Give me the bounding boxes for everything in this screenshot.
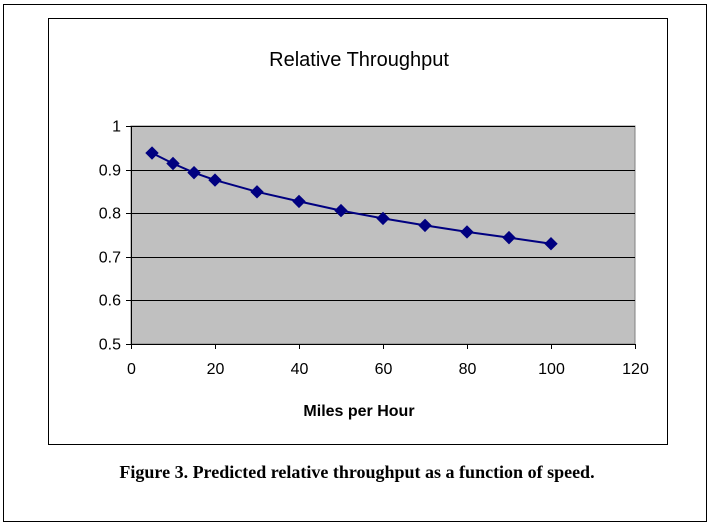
data-point-marker [145,146,159,160]
x-tick-label: 100 [538,361,565,378]
y-tick-label: 0.9 [99,163,121,180]
plot-area [130,125,636,345]
figure-caption: Figure 3. Predicted relative throughput … [119,462,595,482]
y-tick-label: 0.6 [99,293,121,310]
data-point-marker [187,165,201,180]
y-tick-label: 0.8 [99,206,121,223]
y-tick-label: 0.7 [99,250,121,267]
data-point-marker [544,237,558,251]
data-point-marker [292,194,306,209]
data-point-marker [460,225,474,239]
data-point-marker [166,156,180,171]
data-point-marker [502,230,516,245]
x-tick-label: 80 [459,361,477,378]
figure-frame: Relative Throughput 0.5 0.6 0.7 0.8 0.9 1 0 20 4… [3,4,707,522]
data-point-marker [334,203,348,218]
y-tick-label: 1 [112,119,121,136]
x-axis-label: Miles per Hour [303,403,415,420]
data-point-marker [418,218,432,233]
axes: 0.5 0.6 0.7 0.8 0.9 1 0 20 40 60 80 100 120 [99,119,649,379]
y-tick-label: 0.5 [99,337,121,354]
x-tick-label: 40 [291,361,309,378]
data-point-marker [208,173,222,187]
x-tick-label: 60 [375,361,393,378]
chart-title: Relative Throughput [269,49,449,71]
x-tick-label: 0 [127,361,136,378]
data-point-marker [376,211,390,226]
x-tick-label: 120 [622,361,649,378]
data-point-marker [250,185,264,199]
x-tick-label: 20 [207,361,225,378]
series-layer [145,146,558,251]
chart-area: Relative Throughput 0.5 0.6 0.7 0.8 0.9 1 0 20 4… [48,18,668,445]
line-chart: 0.5 0.6 0.7 0.8 0.9 1 0 20 40 60 80 100 120 [99,119,649,379]
